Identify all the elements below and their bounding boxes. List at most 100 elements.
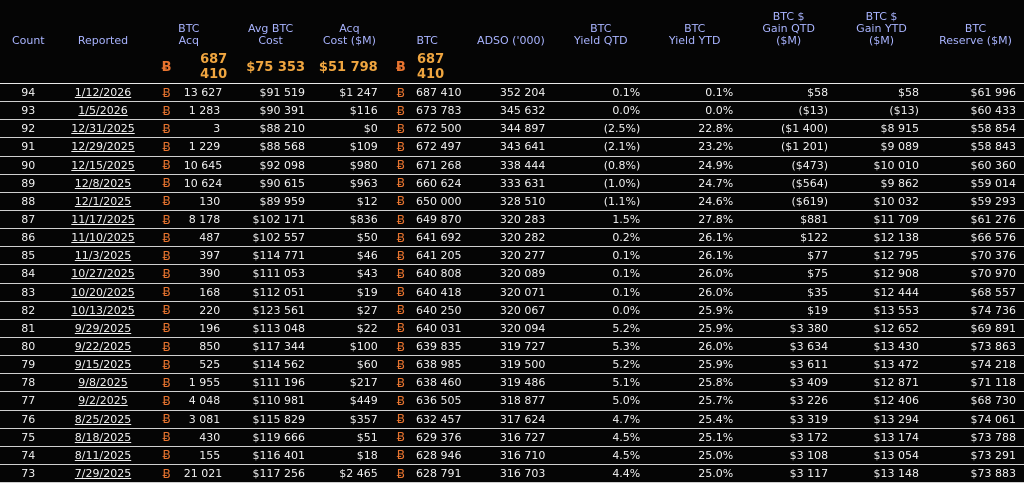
reported-date-link[interactable]: 12/15/2025	[71, 158, 135, 172]
row-gain-qtd: $881	[741, 210, 837, 230]
reported-date-link[interactable]: 11/17/2025	[71, 213, 135, 227]
col-gain-qtd-header[interactable]: BTC $ Gain QTD ($M)	[762, 10, 815, 47]
reported-date-link[interactable]: 7/29/2025	[74, 467, 132, 481]
row-reported-date[interactable]: 10/20/2025	[56, 283, 150, 302]
row-gain-qtd: ($1 400)	[741, 119, 837, 139]
row-reported-date[interactable]: 9/22/2025	[56, 337, 150, 357]
row-reported-date[interactable]: 11/17/2025	[56, 210, 150, 230]
row-btc-acq: 4 048	[183, 391, 229, 411]
row-reported-date[interactable]: 8/25/2025	[56, 410, 150, 429]
row-avg-cost: $115 829	[228, 410, 314, 429]
row-avg-cost: $111 053	[228, 264, 314, 284]
row-yield-ytd: 25.9%	[648, 319, 742, 338]
row-reported-date[interactable]: 10/13/2025	[56, 301, 150, 320]
row-reported-date[interactable]: 9/29/2025	[56, 319, 150, 338]
reported-date-link[interactable]: 9/15/2025	[74, 358, 132, 372]
table-row: 74 8/11/2025 Ƀ 155 $116 401 $18 Ƀ 628 946 316 71…	[0, 446, 1024, 465]
row-reported-date[interactable]: 11/3/2025	[56, 246, 150, 266]
row-reported-date[interactable]: 9/15/2025	[56, 355, 150, 375]
btc-symbol-icon: Ƀ	[385, 192, 417, 211]
row-gain-ytd: $13 472	[836, 355, 927, 375]
row-gain-ytd: $8 915	[836, 119, 927, 139]
reported-date-link[interactable]: 9/2/2025	[78, 394, 128, 408]
row-reported-date[interactable]: 12/29/2025	[56, 137, 150, 157]
col-yield-ytd-header[interactable]: BTC Yield YTD	[668, 22, 721, 47]
col-avg-cost-header[interactable]: Avg BTC Cost	[248, 22, 294, 47]
table-row: 80 9/22/2025 Ƀ 850 $117 344 $100 Ƀ 639 835 319 7…	[0, 337, 1024, 357]
reported-date-link[interactable]: 10/27/2025	[71, 267, 135, 281]
reported-date-link[interactable]: 9/8/2025	[78, 376, 128, 390]
col-acq-cost-header[interactable]: Acq Cost ($M)	[322, 22, 376, 47]
row-reported-date[interactable]: 8/18/2025	[56, 428, 150, 447]
btc-symbol-icon: Ƀ	[149, 210, 184, 230]
btc-symbol-icon: Ƀ	[149, 101, 184, 121]
row-reported-date[interactable]: 1/5/2026	[56, 101, 150, 121]
row-reported-date[interactable]: 7/29/2025	[56, 464, 150, 483]
row-avg-cost: $89 959	[228, 192, 314, 211]
row-btc: 649 870	[416, 210, 469, 230]
row-btc-acq: 13 627	[183, 83, 229, 103]
row-reported-date[interactable]: 1/12/2026	[56, 83, 150, 103]
row-reported-date[interactable]: 11/10/2025	[56, 228, 150, 248]
row-reported-date[interactable]: 12/8/2025	[56, 174, 150, 193]
row-yield-ytd: 25.9%	[648, 355, 742, 375]
row-gain-ytd: $13 054	[836, 446, 927, 465]
row-gain-qtd: ($564)	[741, 174, 837, 193]
row-btc-acq: 3	[183, 119, 229, 139]
btc-symbol-icon: Ƀ	[385, 174, 417, 193]
reported-date-link[interactable]: 10/20/2025	[71, 285, 135, 299]
row-reported-date[interactable]: 10/27/2025	[56, 264, 150, 284]
row-yield-qtd: 4.4%	[553, 464, 649, 483]
row-reported-date[interactable]: 12/31/2025	[56, 119, 150, 139]
reported-date-link[interactable]: 1/5/2026	[78, 104, 128, 118]
reported-date-link[interactable]: 8/25/2025	[74, 412, 132, 426]
reported-date-link[interactable]: 8/18/2025	[74, 430, 132, 444]
row-yield-ytd: 26.0%	[648, 283, 742, 302]
table-row: 87 11/17/2025 Ƀ 8 178 $102 171 $836 Ƀ 649 870 32…	[0, 210, 1024, 230]
col-btc-header[interactable]: BTC	[416, 34, 438, 47]
row-yield-qtd: 0.1%	[553, 264, 649, 284]
reported-date-link[interactable]: 12/1/2025	[74, 194, 132, 208]
row-adso: 352 204	[468, 83, 554, 103]
row-acq-cost: $0	[313, 119, 386, 139]
row-reported-date[interactable]: 12/1/2025	[56, 192, 150, 211]
table-row: 91 12/29/2025 Ƀ 1 229 $88 568 $109 Ƀ 672 497 343…	[0, 137, 1024, 157]
col-adso-header[interactable]: ADSO ('000)	[477, 34, 545, 47]
reported-date-link[interactable]: 9/22/2025	[74, 340, 132, 354]
reported-date-link[interactable]: 8/11/2025	[74, 448, 132, 462]
row-btc-acq: 220	[183, 301, 229, 320]
row-btc-acq: 10 645	[183, 156, 229, 175]
btc-symbol-icon: Ƀ	[385, 337, 417, 357]
col-btc-acq-header[interactable]: BTC Acq	[178, 22, 200, 47]
reported-date-link[interactable]: 9/29/2025	[74, 321, 132, 335]
row-adso: 317 624	[468, 410, 554, 429]
col-gain-ytd-header[interactable]: BTC $ Gain YTD ($M)	[856, 10, 907, 47]
row-yield-ytd: 25.4%	[648, 410, 742, 429]
reported-date-link[interactable]: 11/3/2025	[74, 249, 132, 263]
row-reported-date[interactable]: 8/11/2025	[56, 446, 150, 465]
row-reported-date[interactable]: 9/8/2025	[56, 373, 150, 393]
row-reported-date[interactable]: 12/15/2025	[56, 156, 150, 175]
row-acq-cost: $22	[313, 319, 386, 338]
reported-date-link[interactable]: 12/29/2025	[71, 140, 135, 154]
row-reported-date[interactable]: 9/2/2025	[56, 391, 150, 411]
row-adso: 320 283	[468, 210, 554, 230]
reported-date-link[interactable]: 11/10/2025	[71, 231, 135, 245]
reported-date-link[interactable]: 12/31/2025	[71, 122, 135, 136]
row-gain-qtd: ($473)	[741, 156, 837, 175]
row-acq-cost: $2 465	[313, 464, 386, 483]
row-count: 74	[0, 446, 57, 465]
btc-symbol-icon: Ƀ	[149, 355, 184, 375]
reported-date-link[interactable]: 12/8/2025	[74, 176, 132, 190]
col-reserve-header[interactable]: BTC Reserve ($M)	[939, 22, 1012, 47]
row-gain-qtd: $3 611	[741, 355, 837, 375]
row-yield-ytd: 25.8%	[648, 373, 742, 393]
col-yield-qtd-header[interactable]: BTC Yield QTD	[574, 22, 628, 47]
col-count-header[interactable]: Count	[11, 34, 45, 47]
col-reported-header[interactable]: Reported	[77, 34, 129, 47]
row-avg-cost: $88 568	[228, 137, 314, 157]
reported-date-link[interactable]: 10/13/2025	[71, 303, 135, 317]
reported-date-link[interactable]: 1/12/2026	[74, 86, 132, 100]
row-yield-ytd: 22.8%	[648, 119, 742, 139]
